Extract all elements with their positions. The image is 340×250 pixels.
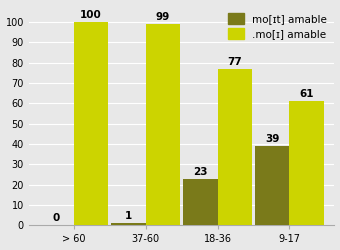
Text: 39: 39 — [265, 134, 279, 144]
Legend: mo[ɪt] amable, .mo[ɪ] amable: mo[ɪt] amable, .mo[ɪ] amable — [226, 11, 329, 41]
Text: 99: 99 — [156, 12, 170, 22]
Bar — [74, 22, 108, 226]
Bar — [111, 224, 146, 226]
Text: 1: 1 — [125, 211, 132, 221]
Bar — [183, 178, 218, 226]
Bar — [146, 24, 180, 226]
Bar — [255, 146, 289, 226]
Bar — [218, 69, 252, 226]
Bar — [289, 101, 324, 226]
Text: 61: 61 — [300, 89, 314, 99]
Text: 23: 23 — [193, 166, 208, 176]
Text: 77: 77 — [227, 57, 242, 67]
Text: 100: 100 — [80, 10, 102, 20]
Text: 0: 0 — [53, 214, 60, 224]
